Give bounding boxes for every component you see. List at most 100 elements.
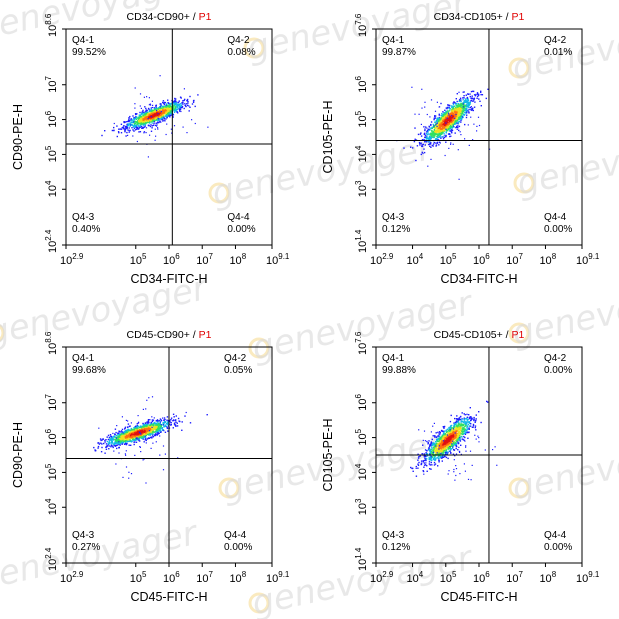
event-dot — [134, 429, 136, 431]
event-dot — [149, 120, 152, 122]
event-dot — [442, 120, 444, 122]
event-dot — [134, 427, 136, 429]
event-dot — [118, 128, 120, 130]
event-dot — [178, 107, 180, 109]
event-dot — [465, 116, 468, 119]
event-dot — [108, 445, 110, 447]
event-dot — [452, 105, 455, 108]
event-dot — [174, 100, 176, 102]
event-dot — [422, 461, 424, 463]
event-dot — [136, 121, 138, 123]
event-dot — [174, 97, 176, 100]
event-dot — [166, 427, 169, 429]
event-dot — [149, 432, 151, 435]
event-dot — [459, 105, 461, 107]
event-dot — [431, 144, 433, 147]
event-dot — [437, 449, 439, 451]
event-dot — [449, 114, 452, 116]
outlier-dot — [458, 178, 460, 180]
event-dot — [466, 110, 468, 112]
event-dot — [426, 440, 428, 443]
event-dot — [450, 118, 452, 120]
event-dot — [175, 425, 177, 427]
event-dot — [479, 100, 481, 102]
event-dot — [141, 435, 143, 437]
event-dot — [458, 125, 461, 128]
outlier-dot — [145, 408, 147, 410]
event-dot — [433, 141, 435, 144]
event-dot — [156, 110, 158, 113]
event-dot — [452, 113, 455, 115]
event-dot — [144, 115, 146, 117]
event-dot — [470, 97, 472, 100]
event-dot — [175, 102, 177, 104]
event-dot — [467, 106, 470, 108]
event-dot — [412, 147, 414, 149]
event-dot — [462, 421, 464, 423]
x-tick-exp: 7 — [518, 252, 523, 261]
x-tick-label: 105 — [130, 570, 147, 585]
event-dot — [188, 110, 190, 112]
event-dot — [141, 437, 143, 439]
y-tick-exp: 5 — [44, 463, 53, 468]
event-dot — [475, 429, 477, 431]
event-dot — [426, 133, 428, 135]
event-dot — [471, 95, 473, 97]
event-dot — [469, 101, 471, 104]
event-dot — [433, 126, 435, 128]
event-dot — [469, 93, 471, 95]
event-dot — [417, 133, 420, 136]
event-dot — [447, 111, 449, 113]
event-dot — [463, 91, 465, 93]
event-dot — [450, 127, 452, 129]
event-dot — [119, 128, 121, 130]
event-dot — [469, 425, 471, 427]
outlier-dot — [177, 457, 179, 459]
event-dot — [132, 120, 134, 122]
event-dot — [435, 131, 437, 133]
outlier-dot — [151, 426, 153, 428]
event-dot — [126, 434, 129, 436]
event-dot — [173, 422, 176, 424]
event-dot — [157, 431, 159, 433]
event-dot — [150, 124, 152, 126]
event-dot — [466, 114, 468, 116]
event-dot — [459, 117, 461, 119]
event-dot — [146, 426, 148, 429]
event-dot — [468, 112, 470, 114]
y-tick-exp: 3 — [354, 180, 363, 185]
event-dot — [432, 136, 434, 139]
event-dot — [150, 425, 152, 427]
event-dot — [458, 121, 461, 123]
event-dot — [108, 442, 111, 444]
y-tick-base: 10 — [47, 80, 59, 92]
outlier-dot — [130, 422, 132, 424]
event-dot — [459, 104, 461, 106]
event-dot — [132, 439, 135, 441]
x-tick-base: 10 — [196, 255, 208, 267]
event-dot — [137, 124, 139, 126]
outlier-dot — [162, 445, 165, 447]
event-dot — [153, 428, 156, 431]
panel-title: CD34-CD105+ / P1 — [434, 11, 525, 23]
event-dot — [176, 108, 178, 111]
event-dot — [151, 419, 154, 421]
event-dot — [160, 114, 162, 116]
event-dot — [429, 143, 431, 145]
event-dot — [443, 119, 445, 121]
event-dot — [142, 436, 144, 438]
quadrant-bottom-right: Q4-40.00% — [544, 212, 572, 235]
event-dot — [452, 126, 454, 128]
event-dot — [147, 120, 149, 122]
event-dot — [133, 124, 136, 126]
event-dot — [126, 433, 129, 435]
event-dot — [169, 107, 172, 109]
event-dot — [157, 107, 160, 109]
event-dot — [454, 439, 457, 442]
event-dot — [145, 113, 147, 115]
outlier-dot — [422, 152, 424, 155]
event-dot — [116, 447, 118, 450]
outlier-dot — [139, 105, 141, 107]
outlier-dot — [146, 96, 148, 98]
event-dot — [127, 124, 129, 126]
